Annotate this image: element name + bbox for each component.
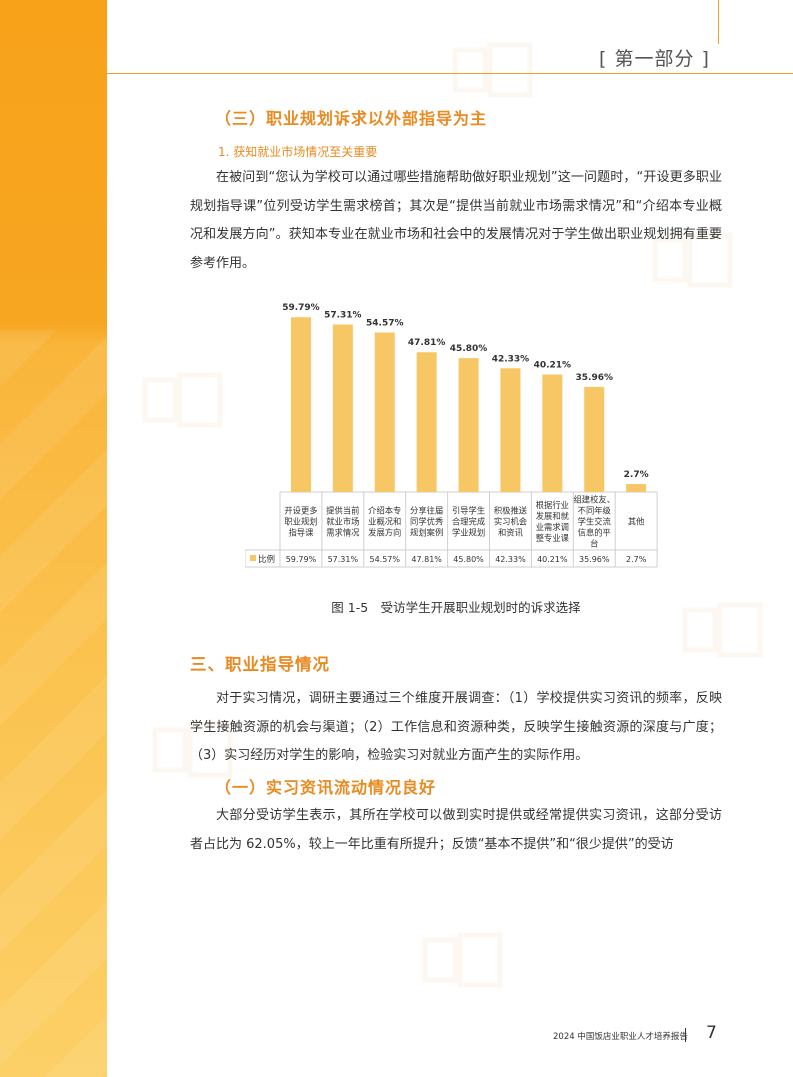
data-label: 35.96% — [576, 373, 614, 383]
category-label: 提供当前就业市场需求情况 — [326, 506, 360, 538]
watermark-logo-icon — [682, 602, 763, 658]
table-value: 2.7% — [626, 555, 647, 564]
bar — [584, 386, 605, 492]
table-value: 35.96% — [579, 555, 610, 564]
bar — [542, 374, 563, 492]
data-label: 2.7% — [624, 470, 649, 480]
bar — [290, 317, 311, 492]
data-label: 54.57% — [366, 318, 404, 328]
table-value: 47.81% — [411, 555, 442, 564]
body-paragraph: 在被问到“您认为学校可以通过哪些措施帮助做好职业规划”这一问题时，“开设更多职业… — [190, 170, 722, 271]
footer-report-title: 2024 中国饭店业职业人才培养报告 — [553, 1032, 688, 1042]
bar — [416, 352, 437, 492]
table-value: 40.21% — [537, 555, 568, 564]
table-value: 42.33% — [495, 555, 526, 564]
watermark-logo-icon — [422, 932, 503, 988]
section-heading: 三、职业指导情况 — [190, 655, 330, 674]
figure-caption: 图 1-5 受访学生开展职业规划时的诉求选择 — [331, 600, 581, 615]
legend-swatch — [250, 555, 256, 561]
data-label: 42.33% — [492, 354, 530, 364]
bar — [458, 358, 479, 492]
category-label: 引导学生合理完成学业规划 — [452, 506, 485, 538]
category-label: 积极推送实习机会和资讯 — [494, 506, 528, 538]
watermark-logo-icon — [452, 42, 533, 98]
data-label: 45.80% — [450, 344, 488, 354]
bar — [500, 368, 521, 492]
category-label: 分享往届同学优秀规划案例 — [410, 506, 443, 538]
page-number: 7 — [706, 1023, 717, 1043]
data-label: 40.21% — [534, 360, 572, 370]
data-label: 59.79% — [282, 303, 320, 313]
bar — [626, 484, 647, 492]
category-label: 根据行业发展和就业需求调整专业课 — [536, 500, 570, 543]
body-paragraph: 对于实习情况，调研主要通过三个维度开展调查：（1）学校提供实习资讯的频率，反映学… — [190, 691, 722, 763]
category-label: 开设更多职业规划指导课 — [284, 506, 317, 538]
header-rule — [107, 73, 793, 74]
section-tag: [ 第一部分 ] — [599, 48, 710, 70]
watermark-logo-icon — [152, 722, 233, 778]
decorative-sidebar — [0, 0, 107, 1077]
bar — [332, 324, 353, 492]
subsection-heading: （一）实习资讯流动情况良好 — [215, 778, 437, 797]
footer-divider — [685, 1028, 686, 1042]
table-value: 57.31% — [328, 555, 359, 564]
category-label: 介绍本专业概况和发展方向 — [368, 506, 401, 538]
bar — [374, 332, 395, 492]
body-paragraph: 大部分受访学生表示，其所在学校可以做到实时提供或经常提供实习资讯，这部分受访者占… — [190, 808, 722, 852]
category-label: 组建校友、不同年级学生交流信息的平台 — [574, 495, 616, 549]
bar-chart-svg: 59.79% 开设更多职业规划指导课 59.79% 57.31% 提供当前就业市场需求情… — [244, 303, 658, 568]
header-vertical-rule — [718, 0, 719, 44]
legend-label: 比例 — [258, 554, 275, 565]
table-value: 45.80% — [453, 555, 484, 564]
subsection-heading: （三）职业规划诉求以外部指导为主 — [215, 109, 488, 128]
category-label: 其他 — [628, 517, 645, 527]
data-label: 47.81% — [408, 338, 446, 348]
bar-chart: 59.79% 开设更多职业规划指导课 59.79% 57.31% 提供当前就业市场需求情… — [244, 280, 658, 572]
subsubsection-heading: 1. 获知就业市场情况至关重要 — [218, 145, 378, 159]
table-value: 54.57% — [369, 555, 400, 564]
data-label: 57.31% — [324, 310, 362, 320]
watermark-logo-icon — [652, 232, 733, 288]
table-value: 59.79% — [286, 555, 317, 564]
watermark-logo-icon — [142, 372, 223, 428]
